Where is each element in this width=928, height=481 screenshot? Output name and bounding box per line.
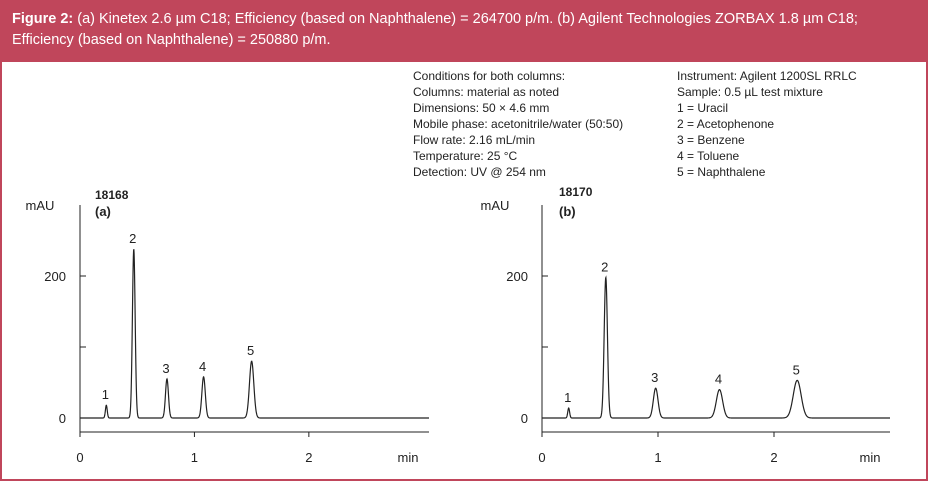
condition-line: Columns: material as noted xyxy=(413,85,560,99)
peak-label: 4 xyxy=(715,372,722,387)
condition-line: Instrument: Agilent 1200SL RRLC xyxy=(677,69,857,83)
caption-label: Figure 2: xyxy=(12,11,74,27)
conditions-right: Instrument: Agilent 1200SL RRLC Sample: … xyxy=(677,68,857,180)
y-tick-label: 200 xyxy=(506,269,528,284)
x-tick-label: 0 xyxy=(76,450,83,465)
peak-label: 2 xyxy=(129,231,136,246)
y-tick-label: 0 xyxy=(521,411,528,426)
peak-label: 5 xyxy=(247,343,254,358)
y-tick-label: 200 xyxy=(44,269,66,284)
peak-label: 5 xyxy=(793,362,800,377)
condition-line: Sample: 0.5 µL test mixture xyxy=(677,85,823,99)
condition-line: 5 = Naphthalene xyxy=(677,165,766,179)
condition-line: Detection: UV @ 254 nm xyxy=(413,165,546,179)
figure-caption: Figure 2: (a) Kinetex 2.6 µm C18; Effici… xyxy=(2,2,926,62)
panel-label: (a) xyxy=(95,204,111,219)
peak-label: 3 xyxy=(162,361,169,376)
condition-line: Temperature: 25 °C xyxy=(413,149,518,163)
y-tick-label: 0 xyxy=(59,411,66,426)
condition-line: Dimensions: 50 × 4.6 mm xyxy=(413,101,550,115)
x-tick-label: 2 xyxy=(305,450,312,465)
x-tick-label: 2 xyxy=(770,450,777,465)
x-tick-label: 1 xyxy=(654,450,661,465)
x-tick-label: 1 xyxy=(191,450,198,465)
peak-label: 3 xyxy=(651,370,658,385)
y-axis-label: mAU xyxy=(26,198,55,213)
chart-id-label: 18168 xyxy=(95,188,129,202)
chromatogram-trace xyxy=(80,249,429,419)
condition-line: Mobile phase: acetonitrile/water (50:50) xyxy=(413,117,624,131)
condition-line: Conditions for both columns: xyxy=(413,69,566,83)
x-axis-label: min xyxy=(860,450,881,465)
condition-line: 3 = Benzene xyxy=(677,133,745,147)
caption-text: (a) Kinetex 2.6 µm C18; Efficiency (base… xyxy=(12,11,858,48)
y-axis-label: mAU xyxy=(481,198,510,213)
peak-label: 2 xyxy=(601,259,608,274)
condition-line: 1 = Uracil xyxy=(677,101,729,115)
condition-line: Flow rate: 2.16 mL/min xyxy=(413,133,536,147)
x-axis-label: min xyxy=(398,450,419,465)
peak-label: 1 xyxy=(564,390,571,405)
panel-label: (b) xyxy=(559,204,576,219)
conditions-left: Conditions for both columns: Columns: ma… xyxy=(413,68,623,180)
peak-label: 4 xyxy=(199,359,206,374)
chromatogram-trace xyxy=(542,275,890,419)
chart-id-label: 18170 xyxy=(559,185,593,199)
condition-line: 4 = Toluene xyxy=(677,149,740,163)
peak-label: 1 xyxy=(102,387,109,402)
condition-line: 2 = Acetophenone xyxy=(677,117,775,131)
x-tick-label: 0 xyxy=(538,450,545,465)
